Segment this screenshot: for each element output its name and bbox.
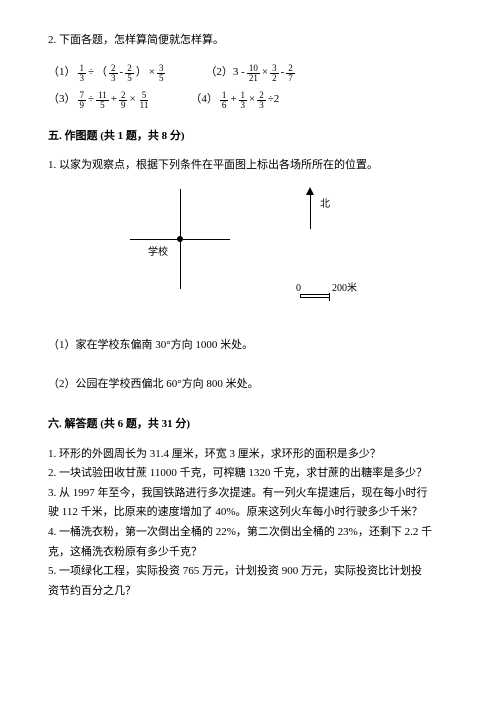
s6-q4b: 克，这桶洗衣粉原有多少千克？ [48, 544, 452, 562]
frac-10-21: 1021 [247, 64, 260, 83]
op-lpar: （ [96, 64, 107, 82]
op-div: ÷ [88, 91, 94, 109]
north-arrow-line [310, 189, 311, 229]
expr-row-1: （1） 13 ÷ （ 23 - 25 ） × 35 （2）3 - 1021 × … [48, 64, 452, 83]
op-mul: × [262, 64, 268, 82]
op-mul: × [149, 64, 155, 82]
school-dot [177, 236, 183, 242]
frac-2-3b: 23 [257, 91, 266, 110]
op-plus: + [111, 91, 117, 109]
expr-row-2: （3） 79 ÷ 115 + 29 × 511 （4） 16 + 13 × 23… [48, 91, 452, 110]
op-div2: ÷2 [268, 91, 280, 109]
op-plus: + [230, 91, 236, 109]
s6-q5a: 5. 一项绿化工程，实际投资 765 万元，计划投资 900 万元，实际投资比计… [48, 563, 452, 581]
section-5-title: 五. 作图题 (共 1 题，共 8 分) [48, 128, 452, 146]
expr4-lead: （4） [190, 91, 218, 109]
s6-q3a: 3. 从 1997 年至今，我国铁路进行多次提速。有一列火车提速后，现在每小时行 [48, 485, 452, 503]
op-mul: × [249, 91, 255, 109]
frac-2-9: 29 [119, 91, 128, 110]
frac-3-5: 35 [157, 64, 166, 83]
frac-2-7: 27 [286, 64, 295, 83]
section-6-title: 六. 解答题 (共 6 题，共 31 分) [48, 416, 452, 434]
s5-sub2: （2）公园在学校西偏北 60°方向 800 米处。 [48, 376, 452, 394]
op-mul: × [129, 91, 135, 109]
op-minus: - [281, 64, 285, 82]
op-div: ÷ [88, 64, 94, 82]
frac-7-9: 79 [78, 91, 87, 110]
scale-200: 200米 [332, 281, 357, 297]
label-school: 学校 [148, 245, 168, 261]
scale-bar [300, 294, 330, 298]
s5-q1: 1. 以家为观察点，根据下列条件在平面图上标出各场所所在的位置。 [48, 157, 452, 175]
op-minus: - [120, 64, 124, 82]
s6-q5b: 资节约百分之几？ [48, 583, 452, 601]
s6-q1: 1. 环形的外圆周长为 31.4 厘米，环宽 3 厘米，求环形的面积是多少？ [48, 446, 452, 464]
frac-3-2: 32 [270, 64, 279, 83]
expr1-lead: （1） [48, 64, 76, 82]
frac-5-11: 511 [138, 91, 151, 110]
scale-tick [329, 293, 330, 301]
expression-3: （3） 79 ÷ 115 + 29 × 511 [48, 91, 150, 110]
s6-q2: 2. 一块试验田收甘蔗 11000 千克，可榨糖 1320 千克，求甘蔗的出糖率… [48, 465, 452, 483]
expression-1: （1） 13 ÷ （ 23 - 25 ） × 35 [48, 64, 165, 83]
expression-4: （4） 16 + 13 × 23 ÷2 [190, 91, 279, 110]
diagram: 学校 北 0 200米 [110, 189, 390, 319]
op-rpar: ） [136, 64, 147, 82]
section-6-body: 1. 环形的外圆周长为 31.4 厘米，环宽 3 厘米，求环形的面积是多少？ 2… [48, 446, 452, 601]
s6-q4a: 4. 一桶洗衣粉，第一次倒出全桶的 22%，第二次倒出全桶的 23%，还剩下 2… [48, 524, 452, 542]
frac-11-5: 115 [96, 91, 109, 110]
s5-sub1: （1）家在学校东偏南 30°方向 1000 米处。 [48, 337, 452, 355]
expression-2: （2）3 - 1021 × 32 - 27 [205, 64, 294, 83]
expr2-lead: （2）3 - [205, 64, 244, 82]
frac-2-5: 25 [125, 64, 134, 83]
expr3-lead: （3） [48, 91, 76, 109]
frac-1-3: 13 [78, 64, 87, 83]
label-north: 北 [320, 197, 330, 213]
frac-2-3: 23 [109, 64, 118, 83]
s6-q3b: 驶 112 千米，比原来的速度增加了 40%。原来这列火车每小时行驶多少千米？ [48, 504, 452, 522]
problem-2-intro: 2. 下面各题，怎样算简便就怎样算。 [48, 32, 452, 50]
frac-1-6: 16 [220, 91, 229, 110]
frac-1-3b: 13 [239, 91, 248, 110]
